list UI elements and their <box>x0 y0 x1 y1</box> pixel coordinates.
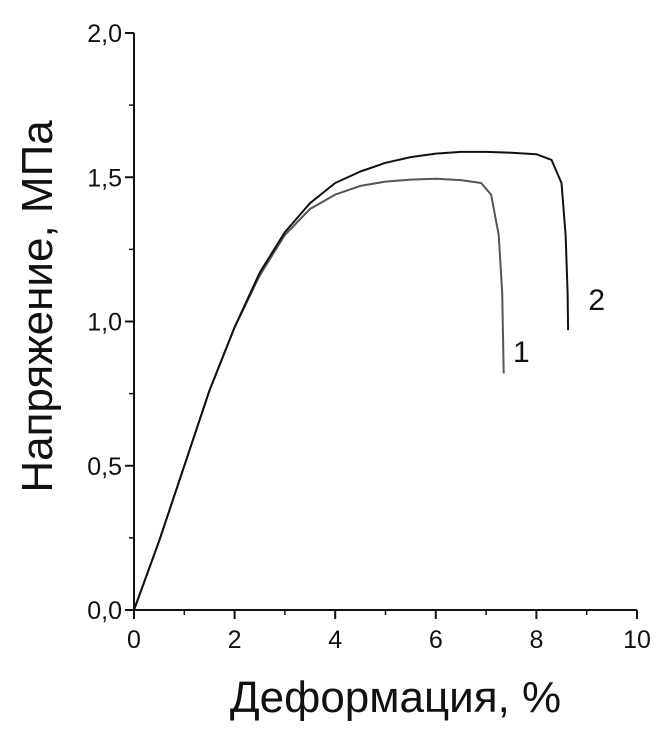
y-tick-label: 1,5 <box>87 164 122 192</box>
x-tick-label: 0 <box>127 626 141 654</box>
x-tick-label: 6 <box>429 626 443 654</box>
x-axis-title: Деформация, % <box>230 673 561 722</box>
y-ticks: 0,0 0,5 1,0 1,5 2,0 <box>87 20 134 625</box>
series-labels: 12 <box>513 284 605 369</box>
x-tick-label: 8 <box>529 626 543 654</box>
x-tick-label: 2 <box>228 626 242 654</box>
series-label-1: 1 <box>513 336 530 369</box>
y-axis-title: Напряжение, МПа <box>13 120 62 493</box>
x-tick-label: 4 <box>328 626 342 654</box>
series-line-1 <box>133 177 505 611</box>
y-tick-label: 2,0 <box>87 20 122 48</box>
series-label-2: 2 <box>588 284 605 317</box>
series-lines <box>133 150 570 611</box>
x-tick-label: 10 <box>623 626 651 654</box>
y-tick-label: 0,0 <box>87 597 122 625</box>
axes <box>133 33 637 611</box>
x-ticks: 0 2 4 6 8 10 <box>127 610 651 654</box>
series-line-2 <box>133 150 570 611</box>
y-tick-label: 1,0 <box>87 309 122 337</box>
y-tick-label: 0,5 <box>87 453 122 481</box>
